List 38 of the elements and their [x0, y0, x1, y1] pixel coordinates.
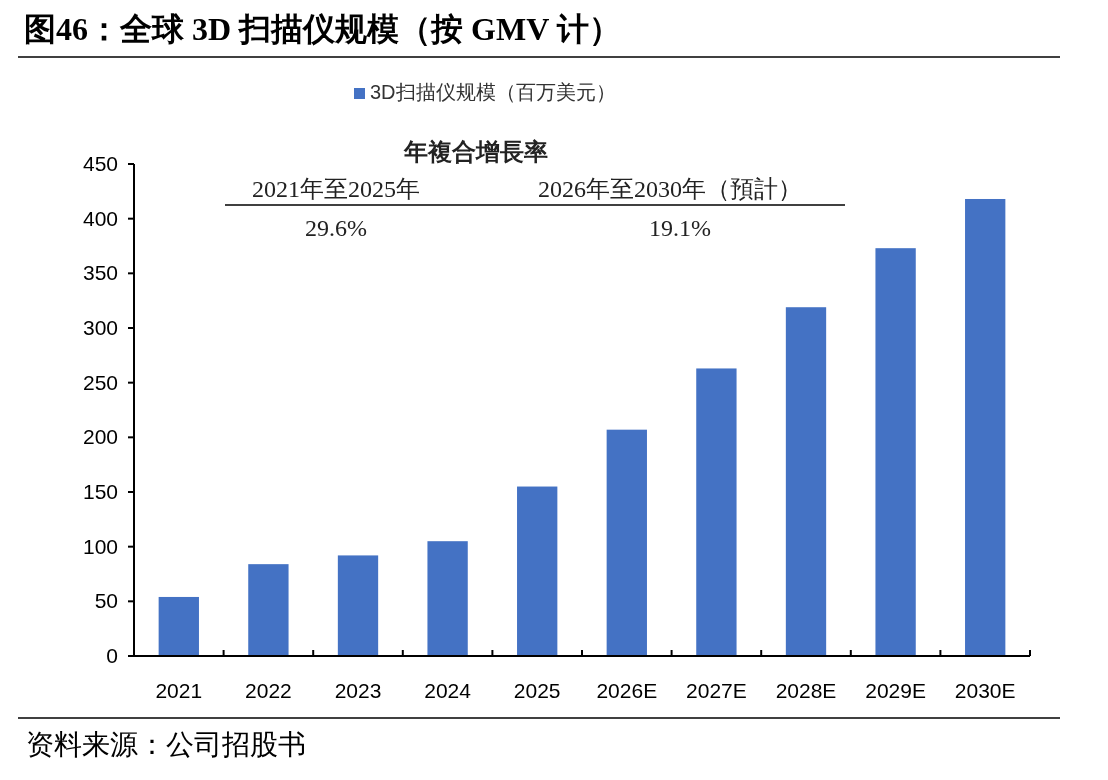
- x-tick-label: 2022: [245, 679, 292, 702]
- bar: [517, 486, 558, 656]
- annotation: 19.1%: [649, 215, 711, 241]
- annotation: 2026年至2030年（預計）: [538, 176, 802, 202]
- x-tick-label: 2021: [155, 679, 203, 702]
- x-tick-label: 2023: [334, 679, 382, 702]
- x-tick-label: 2028E: [775, 679, 837, 702]
- bar: [696, 368, 737, 656]
- x-tick-label: 2027E: [686, 679, 747, 702]
- bar: [158, 596, 199, 656]
- y-tick-label: 100: [82, 534, 118, 558]
- x-tick-label: 2029E: [865, 679, 926, 702]
- x-tick-label: 2025: [513, 679, 561, 702]
- y-tick-label: 50: [94, 589, 118, 613]
- y-tick-label: 350: [82, 261, 118, 285]
- legend-label: 3D扫描仪规模（百万美元）: [370, 81, 616, 103]
- bar: [785, 307, 827, 656]
- x-tick-label: 2026E: [596, 679, 658, 702]
- bar: [606, 429, 647, 656]
- annotation: 2021年至2025年: [252, 176, 420, 202]
- chart-title: 图46：全球 3D 扫描仪规模（按 GMV 计）: [24, 11, 621, 47]
- annotation: 29.6%: [305, 215, 367, 241]
- bar: [248, 564, 289, 656]
- y-tick-label: 400: [82, 206, 118, 230]
- bar: [965, 198, 1006, 656]
- text: 资料来源：公司招股书: [26, 729, 306, 760]
- y-tick-label: 300: [82, 316, 118, 339]
- x-tick-label: 2024: [424, 679, 472, 702]
- x-tick-label: 2030E: [954, 679, 1016, 702]
- y-tick-label: 0: [106, 644, 118, 667]
- annotation: 年複合增長率: [403, 139, 548, 165]
- y-tick-label: 200: [82, 425, 118, 449]
- y-tick-label: 450: [82, 152, 118, 175]
- bar: [337, 555, 379, 656]
- bar: [875, 248, 916, 656]
- y-tick-label: 150: [82, 480, 118, 503]
- bar: [427, 541, 468, 656]
- y-tick-label: 250: [82, 370, 118, 394]
